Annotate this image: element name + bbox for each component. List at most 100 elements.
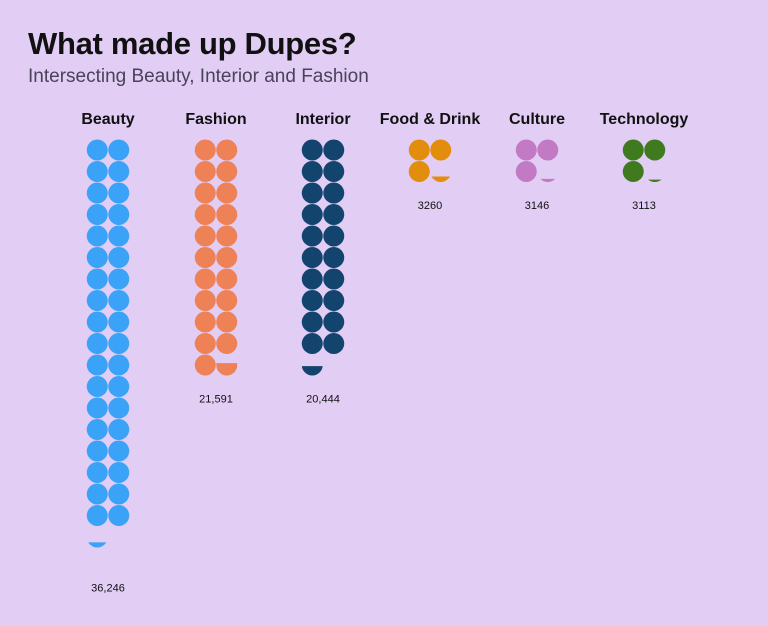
waffle-column-beauty — [86, 139, 130, 548]
waffle-dot — [216, 333, 238, 354]
waffle-dot — [86, 397, 108, 419]
waffle-dot — [108, 311, 130, 333]
waffle-dot — [108, 161, 130, 182]
waffle-dot — [301, 225, 323, 247]
waffle-dot — [194, 354, 216, 376]
waffle-column-culture — [515, 139, 559, 182]
waffle-dot — [323, 268, 345, 290]
waffle-partial-dot — [431, 176, 450, 182]
waffle-dot — [216, 182, 238, 204]
waffle-dot — [108, 290, 130, 311]
waffle-dot — [430, 139, 452, 161]
waffle-dot — [194, 182, 216, 204]
waffle-dot — [323, 247, 345, 268]
waffle-dot — [194, 225, 216, 247]
waffle-dot — [323, 182, 345, 204]
value-label-food-drink: 3260 — [418, 200, 442, 212]
waffle-dot — [108, 419, 130, 440]
waffle-dot — [323, 161, 345, 182]
waffle-dot — [86, 311, 108, 333]
waffle-dot — [108, 204, 130, 225]
waffle-dot — [301, 247, 323, 268]
waffle-column-food-drink — [408, 139, 452, 182]
waffle-dot — [194, 311, 216, 333]
waffle-dot — [216, 204, 238, 225]
waffle-dot — [86, 204, 108, 225]
waffle-dot — [301, 182, 323, 204]
waffle-dot — [108, 354, 130, 376]
waffle-dot — [323, 311, 345, 333]
waffle-partial-dot — [88, 542, 107, 548]
waffle-partial-dot — [648, 179, 662, 182]
waffle-dot — [301, 290, 323, 311]
waffle-dot — [301, 161, 323, 182]
waffle-dot — [301, 311, 323, 333]
waffle-dot — [194, 161, 216, 182]
value-label-technology: 3113 — [632, 200, 656, 212]
waffle-dot — [108, 247, 130, 268]
waffle-dot — [515, 139, 537, 161]
category-label-food-drink: Food & Drink — [380, 111, 481, 128]
waffle-dot — [108, 139, 130, 161]
waffle-dot — [86, 268, 108, 290]
value-label-culture: 3146 — [525, 200, 549, 212]
chart-subtitle: Intersecting Beauty, Interior and Fashio… — [28, 66, 369, 87]
waffle-dot — [86, 419, 108, 440]
waffle-dot — [644, 139, 666, 161]
category-label-technology: Technology — [600, 111, 689, 128]
waffle-dot — [408, 139, 430, 161]
waffle-dot — [194, 290, 216, 311]
waffle-dot — [86, 462, 108, 483]
waffle-dot — [216, 139, 238, 161]
value-label-interior: 20,444 — [306, 394, 340, 406]
waffle-dot — [86, 161, 108, 182]
waffle-dot — [108, 376, 130, 397]
waffle-dot — [86, 376, 108, 397]
waffle-partial-dot — [216, 363, 238, 376]
waffle-partial-dot — [540, 178, 556, 182]
waffle-dot — [216, 311, 238, 333]
waffle-dot — [216, 161, 238, 182]
waffle-dot — [622, 161, 644, 182]
waffle-dot — [108, 333, 130, 354]
waffle-dot — [108, 462, 130, 483]
waffle-dot — [194, 204, 216, 225]
waffle-dot — [86, 139, 108, 161]
waffle-dot — [108, 182, 130, 204]
waffle-dot — [301, 139, 323, 161]
waffle-dot — [216, 290, 238, 311]
waffle-dot — [194, 247, 216, 268]
waffle-dot — [323, 139, 345, 161]
waffle-dot — [86, 182, 108, 204]
waffle-dot — [323, 333, 345, 354]
waffle-dot — [86, 290, 108, 311]
waffle-dot — [323, 290, 345, 311]
waffle-dot — [86, 440, 108, 462]
waffle-dot — [108, 483, 130, 505]
waffle-partial-dot — [301, 366, 323, 376]
waffle-dot — [108, 505, 130, 526]
waffle-dot — [515, 161, 537, 182]
waffle-dot — [108, 397, 130, 419]
waffle-dot — [194, 333, 216, 354]
waffle-dot — [86, 483, 108, 505]
waffle-dot — [216, 268, 238, 290]
waffle-dot — [108, 440, 130, 462]
waffle-column-interior — [301, 139, 345, 376]
waffle-dot — [301, 268, 323, 290]
waffle-dot — [194, 139, 216, 161]
waffle-dot — [86, 247, 108, 268]
waffle-dot — [537, 139, 559, 161]
waffle-dot — [86, 354, 108, 376]
waffle-column-technology — [622, 139, 666, 182]
waffle-dot — [86, 333, 108, 354]
waffle-dot — [108, 225, 130, 247]
waffle-dot — [622, 139, 644, 161]
waffle-dot — [408, 161, 430, 182]
value-label-fashion: 21,591 — [199, 394, 233, 406]
waffle-dot — [301, 204, 323, 225]
waffle-column-fashion — [194, 139, 238, 376]
category-label-culture: Culture — [509, 111, 565, 128]
category-label-fashion: Fashion — [185, 111, 246, 128]
